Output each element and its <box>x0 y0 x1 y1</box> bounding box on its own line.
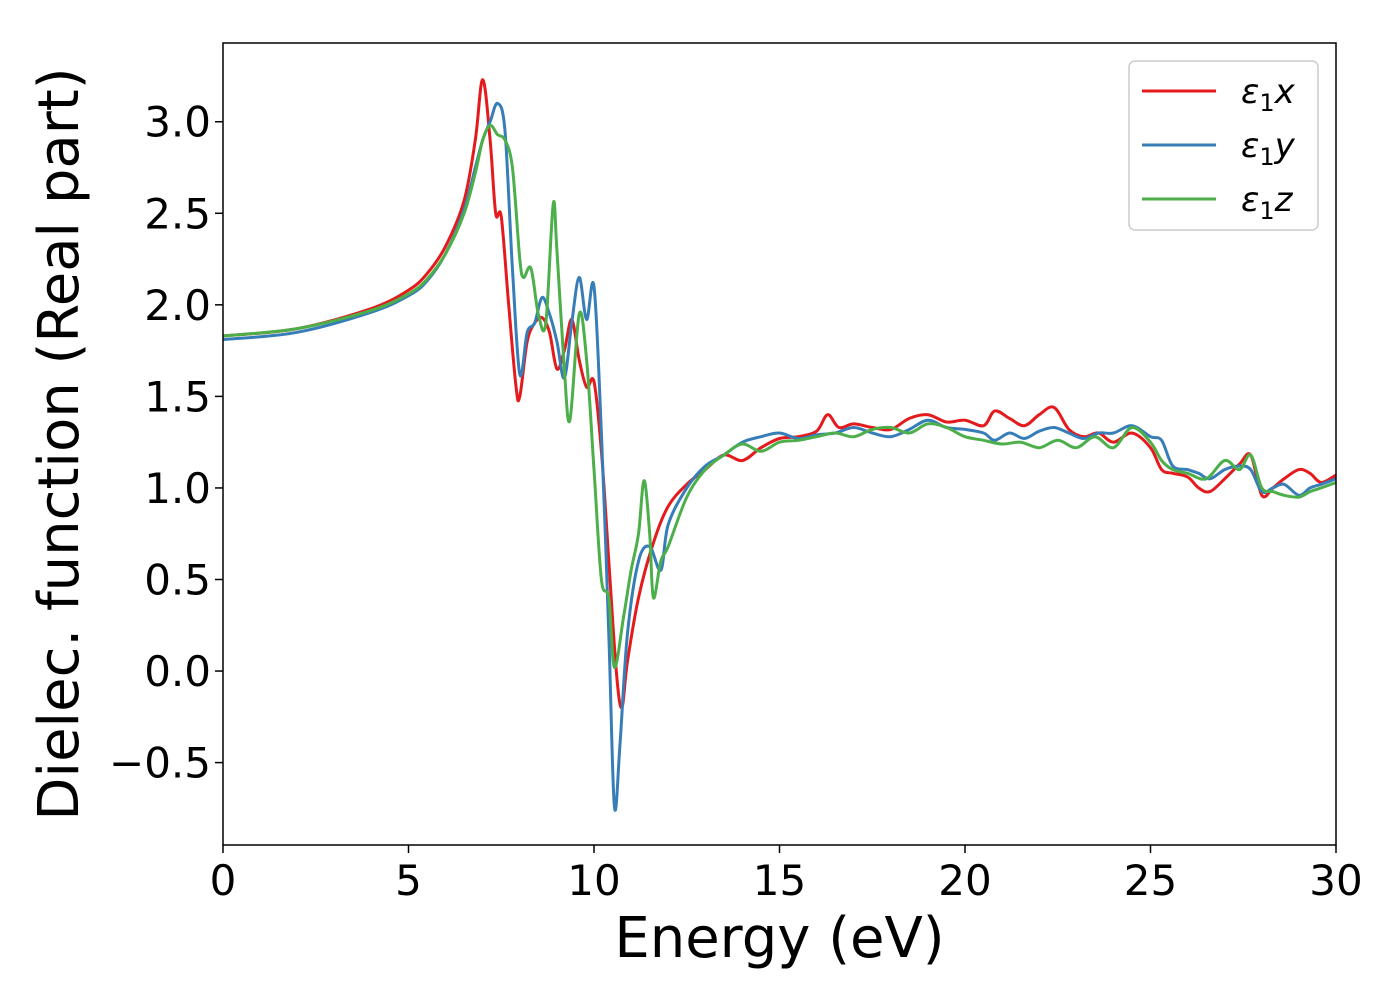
y-axis-label: Dielec. function (Real part) <box>27 67 92 820</box>
plot-lines <box>223 78 1336 812</box>
x-tick-label: 15 <box>753 856 806 905</box>
x-axis-ticks: 0 5 10 15 20 25 30 <box>210 845 1363 905</box>
y-tick-label: 1.0 <box>144 464 211 513</box>
x-tick-label: 5 <box>395 856 422 905</box>
x-tick-label: 10 <box>567 856 620 905</box>
legend-label-z: ε1z <box>1241 180 1294 225</box>
y-axis-ticks: −0.5 0.0 0.5 1.0 1.5 2.0 2.5 3.0 <box>109 98 223 788</box>
legend-label-y: ε1y <box>1241 126 1296 171</box>
y-tick-label: 1.5 <box>144 372 211 421</box>
x-axis-label: Energy (eV) <box>614 906 944 971</box>
series-line-x <box>223 78 1336 710</box>
legend: ε1x ε1y ε1z <box>1128 60 1319 231</box>
y-tick-label: 3.0 <box>144 98 211 147</box>
legend-box <box>1128 60 1319 231</box>
y-tick-label: −0.5 <box>109 739 211 788</box>
x-tick-label: 25 <box>1124 856 1177 905</box>
y-tick-label: 2.0 <box>144 281 211 330</box>
series-line-z <box>223 123 1336 669</box>
x-tick-label: 20 <box>938 856 991 905</box>
y-tick-label: 0.0 <box>144 647 211 696</box>
x-tick-label: 30 <box>1309 856 1362 905</box>
legend-label-x: ε1x <box>1241 72 1296 117</box>
y-tick-label: 0.5 <box>144 555 211 604</box>
y-tick-label: 2.5 <box>144 189 211 238</box>
x-tick-label: 0 <box>210 856 237 905</box>
